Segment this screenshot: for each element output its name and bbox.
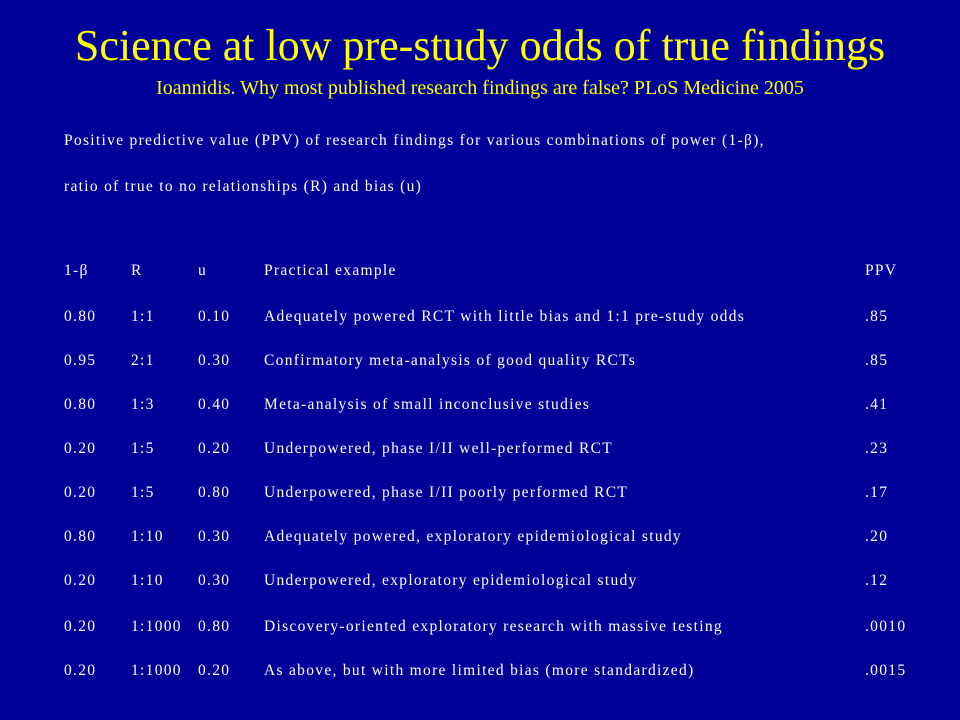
table-row: 0.20 1:5 0.80 Underpowered, phase I/II p… <box>0 482 960 504</box>
cell-power: 0.20 <box>64 572 97 589</box>
cell-ppv: .85 <box>865 352 889 369</box>
table-row: 0.80 1:3 0.40 Meta-analysis of small inc… <box>0 394 960 416</box>
cell-power: 0.95 <box>64 352 97 369</box>
description-line-2: ratio of true to no relationships (R) an… <box>64 178 423 195</box>
cell-u: 0.80 <box>198 618 231 635</box>
cell-u: 0.10 <box>198 308 231 325</box>
cell-r: 1:5 <box>131 484 155 501</box>
header-power: 1-β <box>64 262 89 279</box>
cell-power: 0.20 <box>64 618 97 635</box>
cell-power: 0.20 <box>64 484 97 501</box>
cell-example: Confirmatory meta-analysis of good quali… <box>264 352 637 369</box>
cell-u: 0.20 <box>198 662 231 679</box>
cell-example: Underpowered, exploratory epidemiologica… <box>264 572 638 589</box>
header-u: u <box>198 262 208 279</box>
cell-power: 0.20 <box>64 662 97 679</box>
cell-example: Adequately powered RCT with little bias … <box>264 308 746 325</box>
header-example: Practical example <box>264 262 397 279</box>
header-ppv: PPV <box>865 262 898 279</box>
table-row: 0.80 1:10 0.30 Adequately powered, explo… <box>0 526 960 548</box>
cell-example: Meta-analysis of small inconclusive stud… <box>264 396 591 413</box>
cell-example: Underpowered, phase I/II well-performed … <box>264 440 613 457</box>
cell-power: 0.80 <box>64 528 97 545</box>
cell-power: 0.80 <box>64 396 97 413</box>
cell-ppv: .0015 <box>865 662 907 679</box>
cell-u: 0.80 <box>198 484 231 501</box>
table-row: 0.20 1:1000 0.80 Discovery-oriented expl… <box>0 616 960 638</box>
cell-u: 0.30 <box>198 572 231 589</box>
cell-u: 0.20 <box>198 440 231 457</box>
cell-r: 1:1 <box>131 308 155 325</box>
table-header-row: 1-β R u Practical example PPV <box>0 260 960 282</box>
cell-power: 0.20 <box>64 440 97 457</box>
cell-ppv: .20 <box>865 528 889 545</box>
slide-title: Science at low pre-study odds of true fi… <box>74 21 886 70</box>
description-line-1: Positive predictive value (PPV) of resea… <box>64 132 765 149</box>
cell-ppv: .17 <box>865 484 889 501</box>
cell-ppv: .85 <box>865 308 889 325</box>
cell-example: Discovery-oriented exploratory research … <box>264 618 723 635</box>
slide-subtitle: Ioannidis. Why most published research f… <box>156 77 804 99</box>
table-row: 0.95 2:1 0.30 Confirmatory meta-analysis… <box>0 350 960 372</box>
cell-ppv: .23 <box>865 440 889 457</box>
cell-ppv: .41 <box>865 396 889 413</box>
header-r: R <box>131 262 143 279</box>
cell-example: Underpowered, phase I/II poorly performe… <box>264 484 629 501</box>
cell-u: 0.30 <box>198 528 231 545</box>
cell-example: As above, but with more limited bias (mo… <box>264 662 695 679</box>
cell-r: 1:3 <box>131 396 155 413</box>
cell-r: 1:10 <box>131 528 164 545</box>
cell-ppv: .12 <box>865 572 889 589</box>
cell-ppv: .0010 <box>865 618 907 635</box>
table-row: 0.20 1:10 0.30 Underpowered, exploratory… <box>0 570 960 592</box>
cell-r: 1:1000 <box>131 618 182 635</box>
cell-power: 0.80 <box>64 308 97 325</box>
cell-r: 1:5 <box>131 440 155 457</box>
cell-r: 1:1000 <box>131 662 182 679</box>
cell-example: Adequately powered, exploratory epidemio… <box>264 528 682 545</box>
table-row: 0.80 1:1 0.10 Adequately powered RCT wit… <box>0 306 960 328</box>
table-row: 0.20 1:5 0.20 Underpowered, phase I/II w… <box>0 438 960 460</box>
table-row: 0.20 1:1000 0.20 As above, but with more… <box>0 660 960 682</box>
cell-r: 2:1 <box>131 352 155 369</box>
cell-r: 1:10 <box>131 572 164 589</box>
cell-u: 0.30 <box>198 352 231 369</box>
cell-u: 0.40 <box>198 396 231 413</box>
